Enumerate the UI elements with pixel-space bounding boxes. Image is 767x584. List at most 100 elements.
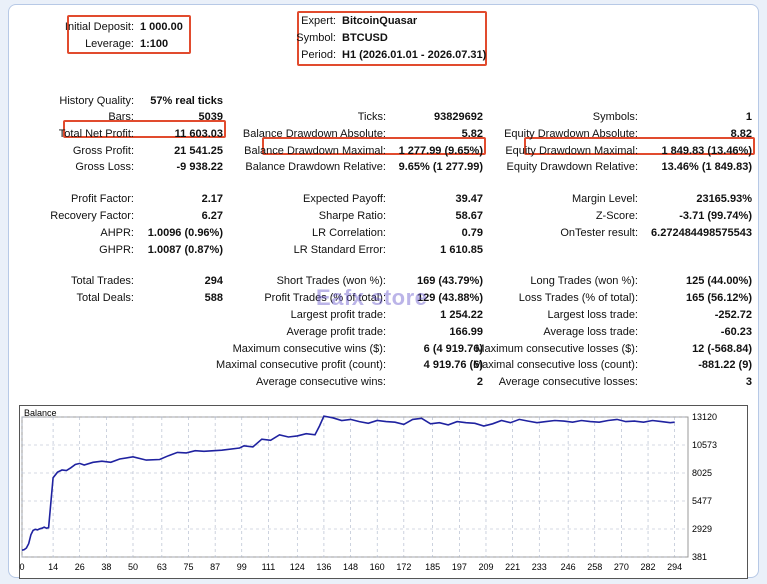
- col3-stat-label: Equity Drawdown Absolute:: [504, 128, 638, 140]
- x-tick-label: 294: [667, 562, 682, 572]
- x-tick-label: 172: [396, 562, 411, 572]
- col1-stat-label: Bars:: [108, 111, 134, 123]
- symbol-label: Symbol:: [296, 32, 336, 44]
- leverage-value: 1:100: [140, 38, 169, 50]
- col2-stat-label: Profit Trades (% of total):: [264, 292, 386, 304]
- x-tick-label: 197: [452, 562, 467, 572]
- col1-stat-label: History Quality:: [59, 95, 134, 107]
- col2-stat-value: 169 (43.79%): [416, 275, 483, 287]
- col2-stat-value: 1 610.85: [440, 244, 483, 256]
- x-tick-label: 246: [561, 562, 576, 572]
- y-tick-label: 8025: [692, 468, 712, 478]
- col2-stat-label: Expected Payoff:: [303, 193, 386, 205]
- balance-line: [21, 415, 675, 551]
- col2-stat-value: 58.67: [455, 210, 483, 222]
- col2-stat-value: 0.79: [461, 227, 483, 239]
- col2-stat-value: 39.47: [455, 193, 483, 205]
- col2-stat-value: 1 277.99 (9.65%): [398, 145, 483, 157]
- x-tick-label: 233: [532, 562, 547, 572]
- col3-stat-value: 1: [745, 111, 752, 123]
- col3-stat-value: 125 (44.00%): [685, 275, 752, 287]
- y-tick-label: 2929: [692, 524, 712, 534]
- col2-stat-label: Balance Drawdown Relative:: [245, 161, 386, 173]
- col1-stat-label: Gross Profit:: [72, 145, 134, 157]
- col1-stat-value: 588: [204, 292, 223, 304]
- col3-stat-label: Symbols:: [592, 111, 638, 123]
- x-tick-label: 14: [48, 562, 58, 572]
- col3-stat-value: -60.23: [720, 326, 752, 338]
- x-tick-label: 0: [19, 562, 24, 572]
- col3-stat-value: 6.272484498575543: [651, 227, 752, 239]
- col1-stat-value: 57% real ticks: [150, 95, 223, 107]
- col2-stat-label: Maximal consecutive profit (count):: [216, 359, 386, 371]
- col1-stat-label: Total Net Profit:: [58, 128, 134, 140]
- col3-stat-value: 3: [745, 376, 752, 388]
- col2-stat-value: 166.99: [449, 326, 483, 338]
- col2-stat-label: Average profit trade:: [286, 326, 386, 338]
- x-tick-label: 270: [614, 562, 629, 572]
- col2-stat-label: Largest profit trade:: [290, 309, 386, 321]
- x-tick-label: 221: [505, 562, 520, 572]
- x-tick-label: 148: [343, 562, 358, 572]
- col2-stat-value: 9.65% (1 277.99): [398, 161, 483, 173]
- period-label: Period:: [301, 49, 336, 61]
- col1-stat-value: 5039: [198, 111, 223, 123]
- expert-value: BitcoinQuasar: [342, 15, 418, 27]
- col3-stat-label: Equity Drawdown Maximal:: [505, 145, 638, 157]
- col3-stat-label: Average consecutive losses:: [498, 376, 638, 388]
- x-tick-label: 26: [75, 562, 85, 572]
- col2-stat-value: 4 919.76 (6): [423, 359, 483, 371]
- col2-stat-value: 6 (4 919.76): [423, 343, 483, 355]
- x-tick-label: 282: [641, 562, 656, 572]
- col1-stat-value: -9 938.22: [176, 161, 223, 173]
- x-tick-label: 99: [237, 562, 247, 572]
- col2-stat-label: Sharpe Ratio:: [318, 210, 386, 222]
- col1-stat-label: Profit Factor:: [71, 193, 134, 205]
- initial-deposit-label: Initial Deposit:: [64, 21, 134, 33]
- balance-drawdown-highlight-box: [262, 137, 486, 155]
- x-tick-label: 87: [210, 562, 220, 572]
- deposit-highlight-box: [67, 15, 191, 54]
- col1-stat-label: Gross Loss:: [75, 161, 134, 173]
- leverage-label: Leverage:: [85, 38, 134, 50]
- col2-stat-value: 1 254.22: [440, 309, 483, 321]
- col2-stat-label: LR Standard Error:: [293, 244, 386, 256]
- col2-stat-value: 93829692: [434, 111, 483, 123]
- x-tick-label: 63: [157, 562, 167, 572]
- period-value: H1 (2026.01.01 - 2026.07.31): [342, 49, 487, 61]
- x-tick-label: 258: [587, 562, 602, 572]
- x-tick-label: 38: [101, 562, 111, 572]
- col1-stat-label: Total Trades:: [71, 275, 134, 287]
- col1-stat-value: 21 541.25: [174, 145, 223, 157]
- chart-border: [19, 405, 748, 579]
- col3-stat-label: Equity Drawdown Relative:: [506, 161, 638, 173]
- x-tick-label: 111: [262, 562, 276, 572]
- col1-stat-value: 6.27: [201, 210, 223, 222]
- col2-stat-label: Balance Drawdown Maximal:: [244, 145, 386, 157]
- col3-stat-label: Maximal consecutive loss (count):: [472, 359, 638, 371]
- x-tick-label: 124: [290, 562, 305, 572]
- col3-stat-value: 23165.93%: [696, 193, 752, 205]
- x-tick-label: 50: [128, 562, 138, 572]
- col3-stat-label: OnTester result:: [560, 227, 638, 239]
- y-tick-label: 5477: [692, 496, 712, 506]
- chart-title: Balance: [24, 408, 57, 418]
- col1-stat-label: AHPR:: [100, 227, 134, 239]
- col1-stat-label: GHPR:: [99, 244, 134, 256]
- initial-deposit-value: 1 000.00: [140, 21, 183, 33]
- col3-stat-value: -881.22 (9): [698, 359, 752, 371]
- col2-stat-label: Maximum consecutive wins ($):: [232, 343, 386, 355]
- col3-stat-value: 1 849.83 (13.46%): [661, 145, 752, 157]
- col2-stat-label: Balance Drawdown Absolute:: [242, 128, 386, 140]
- col3-stat-value: 12 (-568.84): [692, 343, 752, 355]
- symbol-value: BTCUSD: [342, 32, 388, 44]
- col3-stat-value: -252.72: [714, 309, 752, 321]
- watermark-logo: Eafx store: [316, 285, 428, 310]
- col3-stat-label: Largest loss trade:: [547, 309, 639, 321]
- col3-stat-label: Average loss trade:: [543, 326, 638, 338]
- col3-stat-label: Margin Level:: [571, 193, 638, 205]
- col1-stat-value: 1.0096 (0.96%): [147, 227, 223, 239]
- col3-stat-label: Z-Score:: [595, 210, 638, 222]
- col3-stat-value: 8.82: [730, 128, 752, 140]
- col2-stat-label: Short Trades (won %):: [276, 275, 386, 287]
